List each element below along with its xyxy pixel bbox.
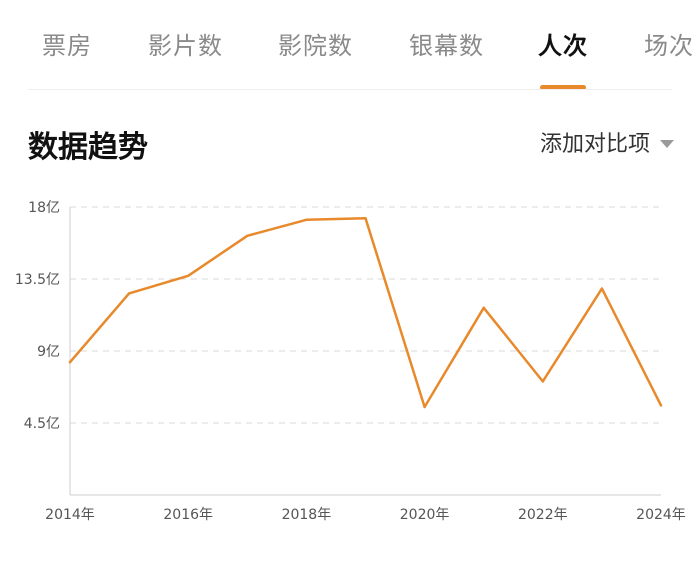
x-tick-label: 2018年 [282,507,332,523]
tab-screenings[interactable]: 场次 [644,32,694,60]
series-line [68,216,663,409]
data-point [68,361,72,364]
data-point [600,287,604,290]
tab-divider [28,89,672,90]
data-point [246,234,249,237]
data-point [482,306,485,309]
add-comparison-button[interactable]: 添加对比项 [540,126,674,158]
data-point [423,405,426,409]
x-tick-label: 2024年 [636,507,686,523]
x-tick-label: 2020年 [400,507,450,523]
x-tick-label: 2022年 [518,507,568,523]
tab-film-count[interactable]: 影片数 [148,32,223,60]
data-point [659,404,663,407]
tab-screen-count[interactable]: 银幕数 [409,32,484,60]
tab-cinema-count[interactable]: 影院数 [278,32,353,60]
active-tab-indicator [540,85,586,90]
add-comparison-label: 添加对比项 [539,132,650,157]
section-title: 数据趋势 [28,130,148,165]
data-point [305,218,308,221]
data-point [187,274,190,277]
tab-bar: 票房 影片数 影院数 银幕数 人次 场次 [0,0,700,90]
data-point [541,380,544,383]
x-tick-label: 2016年 [163,507,213,523]
y-tick-label: 4.5亿 [24,416,60,432]
y-tick-label: 18亿 [28,200,60,216]
y-tick-label: 13.5亿 [15,272,60,288]
x-tick-label: 2014年 [45,507,95,523]
data-point [127,292,131,295]
tab-box-office[interactable]: 票房 [42,32,92,60]
data-point [364,217,367,220]
caret-down-icon [660,139,674,148]
y-tick-label: 9亿 [37,344,60,360]
tab-admissions[interactable]: 人次 [538,32,588,60]
